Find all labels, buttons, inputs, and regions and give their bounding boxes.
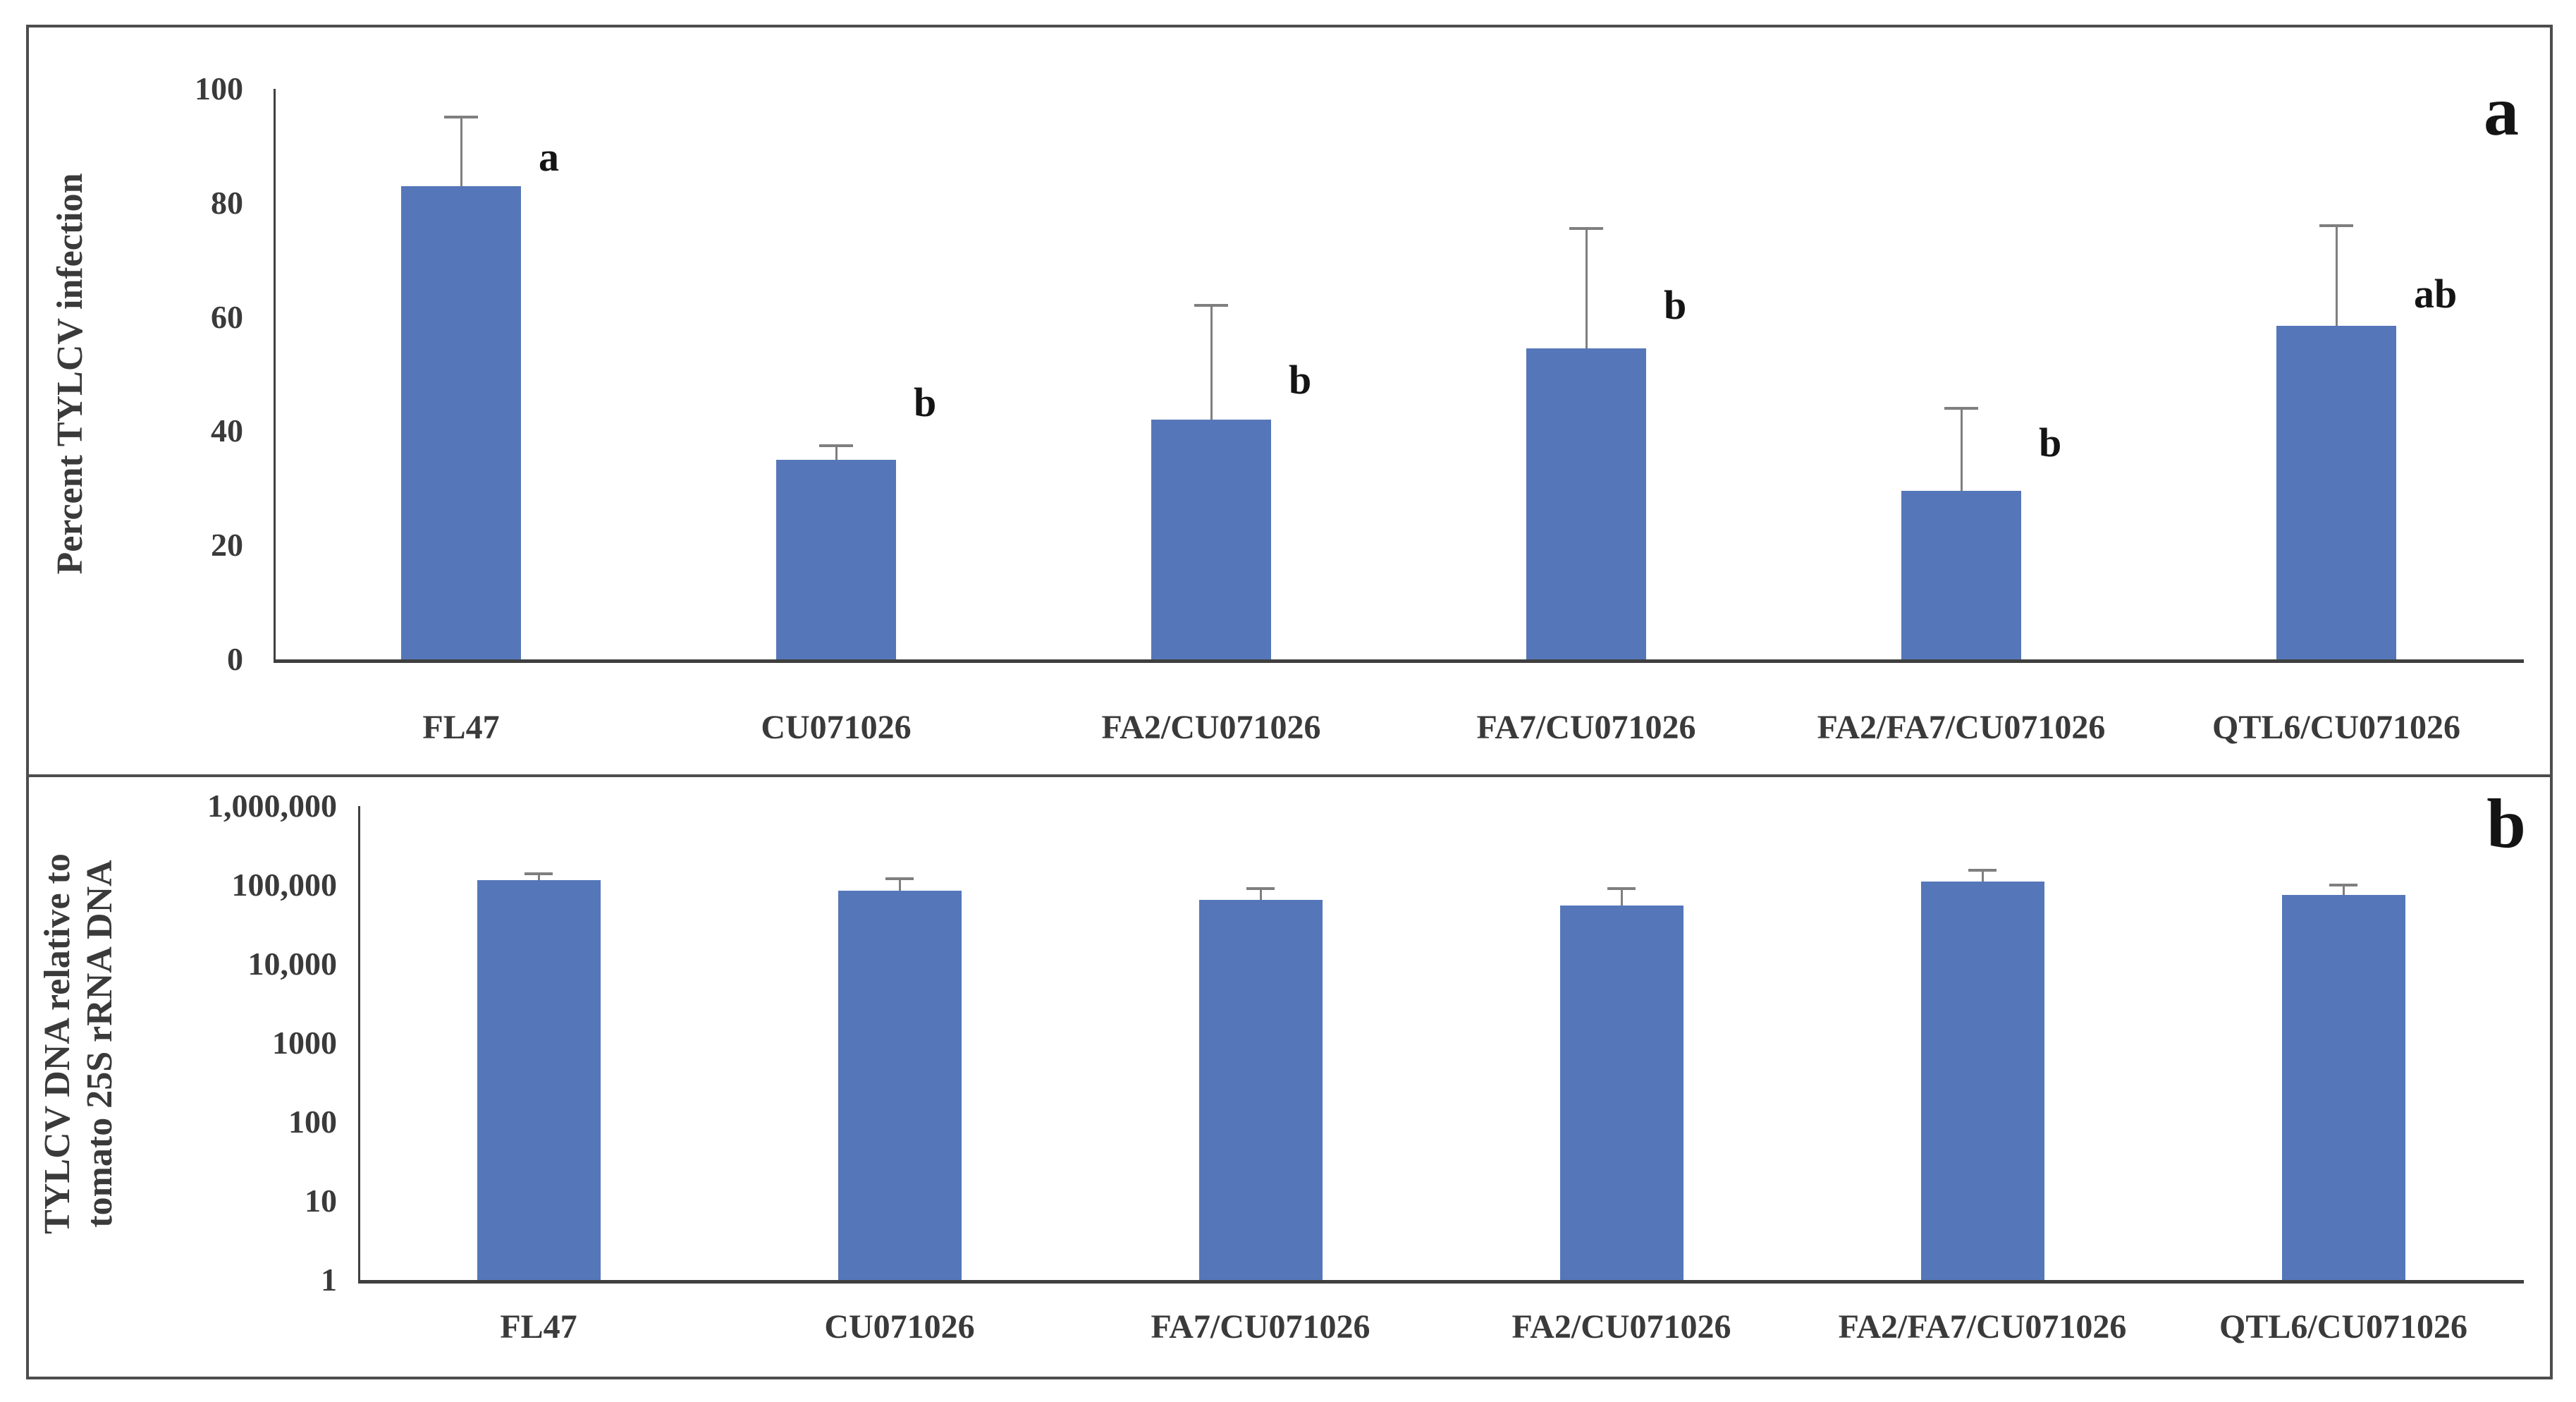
- error-bar: [2342, 885, 2345, 895]
- error-bar-cap: [1944, 407, 1978, 410]
- bar: [776, 459, 896, 659]
- bar: [1559, 906, 1683, 1280]
- x-axis-label: FA2/FA7/CU071026: [1838, 1308, 2127, 1346]
- significance-letter: b: [1664, 282, 1687, 329]
- bar: [2276, 325, 2396, 659]
- bar: [1198, 899, 1323, 1280]
- error-bar-cap: [444, 116, 478, 119]
- significance-letter: ab: [2414, 271, 2458, 317]
- y-tick-label: 80: [211, 184, 243, 221]
- significance-letter: b: [1289, 356, 1312, 403]
- bar: [477, 880, 601, 1280]
- error-bar: [898, 879, 901, 891]
- x-axis-line: [274, 659, 2524, 663]
- error-bar-cap: [1968, 868, 1997, 872]
- error-bar-cap: [2329, 884, 2357, 886]
- error-bar: [1210, 305, 1213, 420]
- panel-b-y-axis-title-line2: tomato 25S rRNA DNA: [80, 860, 120, 1228]
- error-bar-cap: [885, 877, 914, 881]
- bar: [1901, 491, 2021, 659]
- error-bar-cap: [1194, 304, 1228, 307]
- bar: [2281, 894, 2405, 1280]
- panel-divider: [26, 774, 2553, 777]
- error-bar-cap: [1246, 887, 1275, 891]
- x-axis-label: FA2/FA7/CU071026: [1817, 709, 2106, 746]
- panel-a-letter: a: [2484, 72, 2519, 150]
- error-bar: [835, 445, 838, 460]
- error-bar-cap: [1569, 227, 1603, 231]
- significance-letter: b: [914, 379, 937, 425]
- bar: [838, 890, 962, 1280]
- error-bar: [537, 873, 540, 881]
- y-tick-label: 100: [195, 71, 243, 106]
- figure-border: [26, 25, 2553, 1379]
- bar: [1920, 882, 2044, 1280]
- y-tick-label: 10,000: [247, 946, 338, 982]
- y-tick-label: 40: [211, 413, 243, 449]
- x-axis-label: FA2/CU071026: [1101, 709, 1321, 746]
- x-axis-label: QTL6/CU071026: [2219, 1308, 2468, 1346]
- y-axis-line: [358, 806, 360, 1283]
- bar: [401, 185, 521, 659]
- x-axis-line: [358, 1280, 2524, 1284]
- x-axis-label: FL47: [500, 1308, 577, 1346]
- x-axis-label: CU071026: [824, 1308, 975, 1346]
- error-bar: [1620, 889, 1623, 906]
- significance-letter: b: [2039, 419, 2062, 465]
- x-axis-label: FA2/CU071026: [1511, 1308, 1731, 1346]
- error-bar: [1259, 889, 1262, 900]
- y-tick-label: 10: [305, 1183, 337, 1219]
- y-tick-label: 1: [321, 1262, 337, 1298]
- error-bar-cap: [1607, 887, 1636, 891]
- error-bar: [460, 117, 462, 186]
- error-bar: [1585, 228, 1588, 349]
- y-tick-label: 60: [211, 298, 243, 335]
- error-bar-cap: [819, 444, 853, 447]
- y-tick-label: 1,000,000: [207, 788, 337, 824]
- y-tick-label: 100,000: [231, 867, 338, 903]
- x-axis-label: CU071026: [761, 709, 912, 746]
- significance-letter: a: [539, 134, 559, 181]
- y-tick-label: 1000: [272, 1025, 337, 1061]
- error-bar: [1981, 870, 1984, 882]
- bar: [1526, 348, 1646, 659]
- y-axis-line: [274, 89, 276, 662]
- y-tick-label: 100: [288, 1104, 337, 1140]
- y-tick-label: 0: [227, 641, 243, 677]
- panel-a-y-axis-title: Percent TYLCV infection: [50, 173, 90, 575]
- x-axis-label: FL47: [422, 709, 500, 746]
- x-axis-label: FA7/CU071026: [1151, 1308, 1370, 1346]
- x-axis-label: FA7/CU071026: [1476, 709, 1696, 746]
- error-bar-cap: [525, 872, 553, 875]
- x-axis-label: QTL6/CU071026: [2212, 709, 2461, 746]
- y-tick-label: 20: [211, 527, 243, 563]
- error-bar: [2335, 226, 2338, 326]
- panel-b-y-axis-title: TYLCV DNA relative to tomato 25S rRNA DN…: [37, 853, 121, 1234]
- error-bar-cap: [2319, 224, 2353, 228]
- bar: [1151, 420, 1271, 659]
- panel-b-letter: b: [2486, 784, 2526, 862]
- error-bar: [1960, 408, 1963, 492]
- panel-b-y-axis-title-line1: TYLCV DNA relative to: [37, 853, 78, 1234]
